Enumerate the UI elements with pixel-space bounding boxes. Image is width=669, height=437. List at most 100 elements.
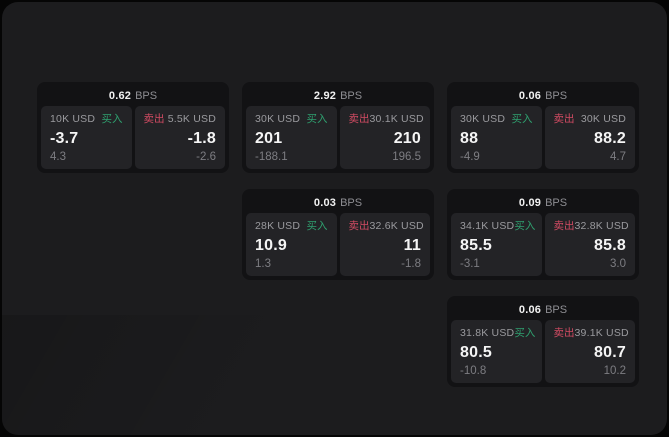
sell-price: 80.7: [594, 343, 626, 361]
sell-tile-header: 卖出 30.1K USD: [348, 113, 424, 125]
sell-side-tag: 卖出: [553, 327, 575, 339]
sell-quote-tile[interactable]: 卖出 30.1K USD 210 196.5: [339, 106, 430, 169]
sell-quote-tile[interactable]: 卖出 32.8K USD 85.8 3.0: [544, 213, 635, 276]
buy-quote-tile[interactable]: 34.1K USD 买入 85.5 -3.1: [451, 213, 542, 276]
buy-size-label: 30K USD: [255, 113, 301, 125]
spread-header: 0.09 BPS: [451, 193, 635, 213]
buy-sub-value: -10.8: [460, 365, 487, 377]
sell-sub-value: -2.6: [196, 151, 216, 163]
buy-side-tag: 买入: [514, 327, 536, 339]
bps-unit-label: BPS: [545, 197, 568, 209]
buy-price: 85.5: [460, 236, 492, 254]
buy-tile-header: 31.8K USD 买入: [460, 327, 536, 339]
spread-header: 2.92 BPS: [246, 86, 430, 106]
bps-unit-label: BPS: [340, 197, 363, 209]
spread-value: 0.03: [313, 197, 337, 209]
bps-unit-label: BPS: [135, 90, 158, 102]
spread-value: 2.92: [313, 90, 337, 102]
sell-sub-value: 10.2: [603, 365, 626, 377]
buy-side-tag: 买入: [306, 113, 328, 125]
buy-sub-value: -3.1: [460, 258, 480, 270]
buy-quote-tile[interactable]: 30K USD 买入 88 -4.9: [451, 106, 542, 169]
sell-tile-header: 卖出 30K USD: [554, 113, 627, 125]
buy-quote-tile[interactable]: 10K USD 买入 -3.7 4.3: [41, 106, 132, 169]
sell-quote-tile[interactable]: 卖出 32.6K USD 11 -1.8: [339, 213, 430, 276]
spread-header: 0.03 BPS: [246, 193, 430, 213]
bps-unit-label: BPS: [545, 304, 568, 316]
buy-tile-header: 34.1K USD 买入: [460, 220, 536, 232]
buy-tile-header: 30K USD 买入: [255, 113, 328, 125]
buy-quote-tile[interactable]: 30K USD 买入 201 -188.1: [246, 106, 337, 169]
buy-size-label: 31.8K USD: [460, 327, 515, 339]
sell-sub-value: 4.7: [610, 151, 626, 163]
buy-side-tag: 买入: [306, 220, 328, 232]
buy-quote-tile[interactable]: 31.8K USD 买入 80.5 -10.8: [451, 320, 542, 383]
sell-size-label: 32.8K USD: [574, 220, 629, 232]
sell-sub-value: -1.8: [401, 258, 421, 270]
sell-price: 88.2: [594, 129, 626, 147]
sell-sub-value: 196.5: [392, 151, 421, 163]
quote-panels: 31.8K USD 买入 80.5 -10.8 卖出 39.1K USD 80.…: [451, 320, 635, 383]
quote-panels: 30K USD 买入 88 -4.9 卖出 30K USD 88.2 4.7: [451, 106, 635, 169]
buy-size-label: 34.1K USD: [460, 220, 515, 232]
spread-header: 0.06 BPS: [451, 300, 635, 320]
buy-tile-header: 28K USD 买入: [255, 220, 328, 232]
quote-card: 2.92 BPS 30K USD 买入 201 -188.1 卖出 30.1K …: [242, 82, 434, 173]
buy-tile-header: 10K USD 买入: [50, 113, 123, 125]
quote-card: 0.06 BPS 30K USD 买入 88 -4.9 卖出 30K USD 8…: [447, 82, 639, 173]
sell-tile-header: 卖出 32.8K USD: [553, 220, 629, 232]
buy-sub-value: -4.9: [460, 151, 480, 163]
spread-value: 0.06: [518, 304, 542, 316]
sell-size-label: 5.5K USD: [167, 113, 216, 125]
spread-header: 0.62 BPS: [41, 86, 225, 106]
quote-card: 0.62 BPS 10K USD 买入 -3.7 4.3 卖出 5.5K USD…: [37, 82, 229, 173]
buy-sub-value: 4.3: [50, 151, 66, 163]
spread-header: 0.06 BPS: [451, 86, 635, 106]
sell-quote-tile[interactable]: 卖出 39.1K USD 80.7 10.2: [544, 320, 635, 383]
sell-size-label: 32.6K USD: [369, 220, 424, 232]
sell-tile-header: 卖出 32.6K USD: [348, 220, 424, 232]
quote-grid: 0.62 BPS 10K USD 买入 -3.7 4.3 卖出 5.5K USD…: [37, 82, 639, 387]
buy-side-tag: 买入: [511, 113, 533, 125]
buy-sub-value: 1.3: [255, 258, 271, 270]
buy-price: 80.5: [460, 343, 492, 361]
buy-price: -3.7: [50, 129, 79, 147]
spread-value: 0.62: [108, 90, 132, 102]
buy-size-label: 28K USD: [255, 220, 301, 232]
sell-size-label: 39.1K USD: [574, 327, 629, 339]
bps-unit-label: BPS: [340, 90, 363, 102]
sell-sub-value: 3.0: [610, 258, 626, 270]
quote-card: 0.06 BPS 31.8K USD 买入 80.5 -10.8 卖出 39.1…: [447, 296, 639, 387]
buy-size-label: 30K USD: [460, 113, 506, 125]
quote-panels: 30K USD 买入 201 -188.1 卖出 30.1K USD 210 1…: [246, 106, 430, 169]
buy-sub-value: -188.1: [255, 151, 288, 163]
sell-tile-header: 卖出 5.5K USD: [144, 113, 217, 125]
buy-quote-tile[interactable]: 28K USD 买入 10.9 1.3: [246, 213, 337, 276]
buy-side-tag: 买入: [514, 220, 536, 232]
sell-price: -1.8: [187, 129, 216, 147]
sell-side-tag: 卖出: [553, 113, 575, 125]
sell-size-label: 30K USD: [580, 113, 626, 125]
spread-value: 0.09: [518, 197, 542, 209]
buy-price: 201: [255, 129, 283, 147]
sell-price: 210: [393, 129, 421, 147]
buy-size-label: 10K USD: [50, 113, 96, 125]
sell-side-tag: 卖出: [553, 220, 575, 232]
sell-side-tag: 卖出: [348, 220, 370, 232]
sell-price: 85.8: [594, 236, 626, 254]
sell-quote-tile[interactable]: 卖出 30K USD 88.2 4.7: [544, 106, 635, 169]
sell-side-tag: 卖出: [143, 113, 165, 125]
quote-panels: 10K USD 买入 -3.7 4.3 卖出 5.5K USD -1.8 -2.…: [41, 106, 225, 169]
quote-card: 0.09 BPS 34.1K USD 买入 85.5 -3.1 卖出 32.8K…: [447, 189, 639, 280]
sell-price: 11: [403, 236, 421, 254]
sell-quote-tile[interactable]: 卖出 5.5K USD -1.8 -2.6: [134, 106, 225, 169]
sell-size-label: 30.1K USD: [369, 113, 424, 125]
buy-price: 10.9: [255, 236, 287, 254]
sell-side-tag: 卖出: [348, 113, 370, 125]
buy-side-tag: 买入: [101, 113, 123, 125]
buy-price: 88: [460, 129, 479, 147]
spread-value: 0.06: [518, 90, 542, 102]
quote-panels: 28K USD 买入 10.9 1.3 卖出 32.6K USD 11 -1.8: [246, 213, 430, 276]
buy-tile-header: 30K USD 买入: [460, 113, 533, 125]
